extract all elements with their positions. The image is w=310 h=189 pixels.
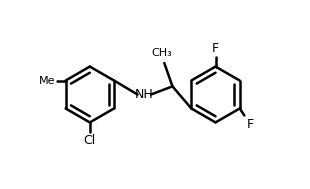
Text: Me: Me: [39, 76, 55, 86]
Text: CH₃: CH₃: [152, 48, 172, 58]
Text: NH: NH: [135, 88, 154, 101]
Text: F: F: [212, 42, 219, 55]
Text: Cl: Cl: [84, 134, 96, 147]
Text: F: F: [247, 118, 254, 131]
